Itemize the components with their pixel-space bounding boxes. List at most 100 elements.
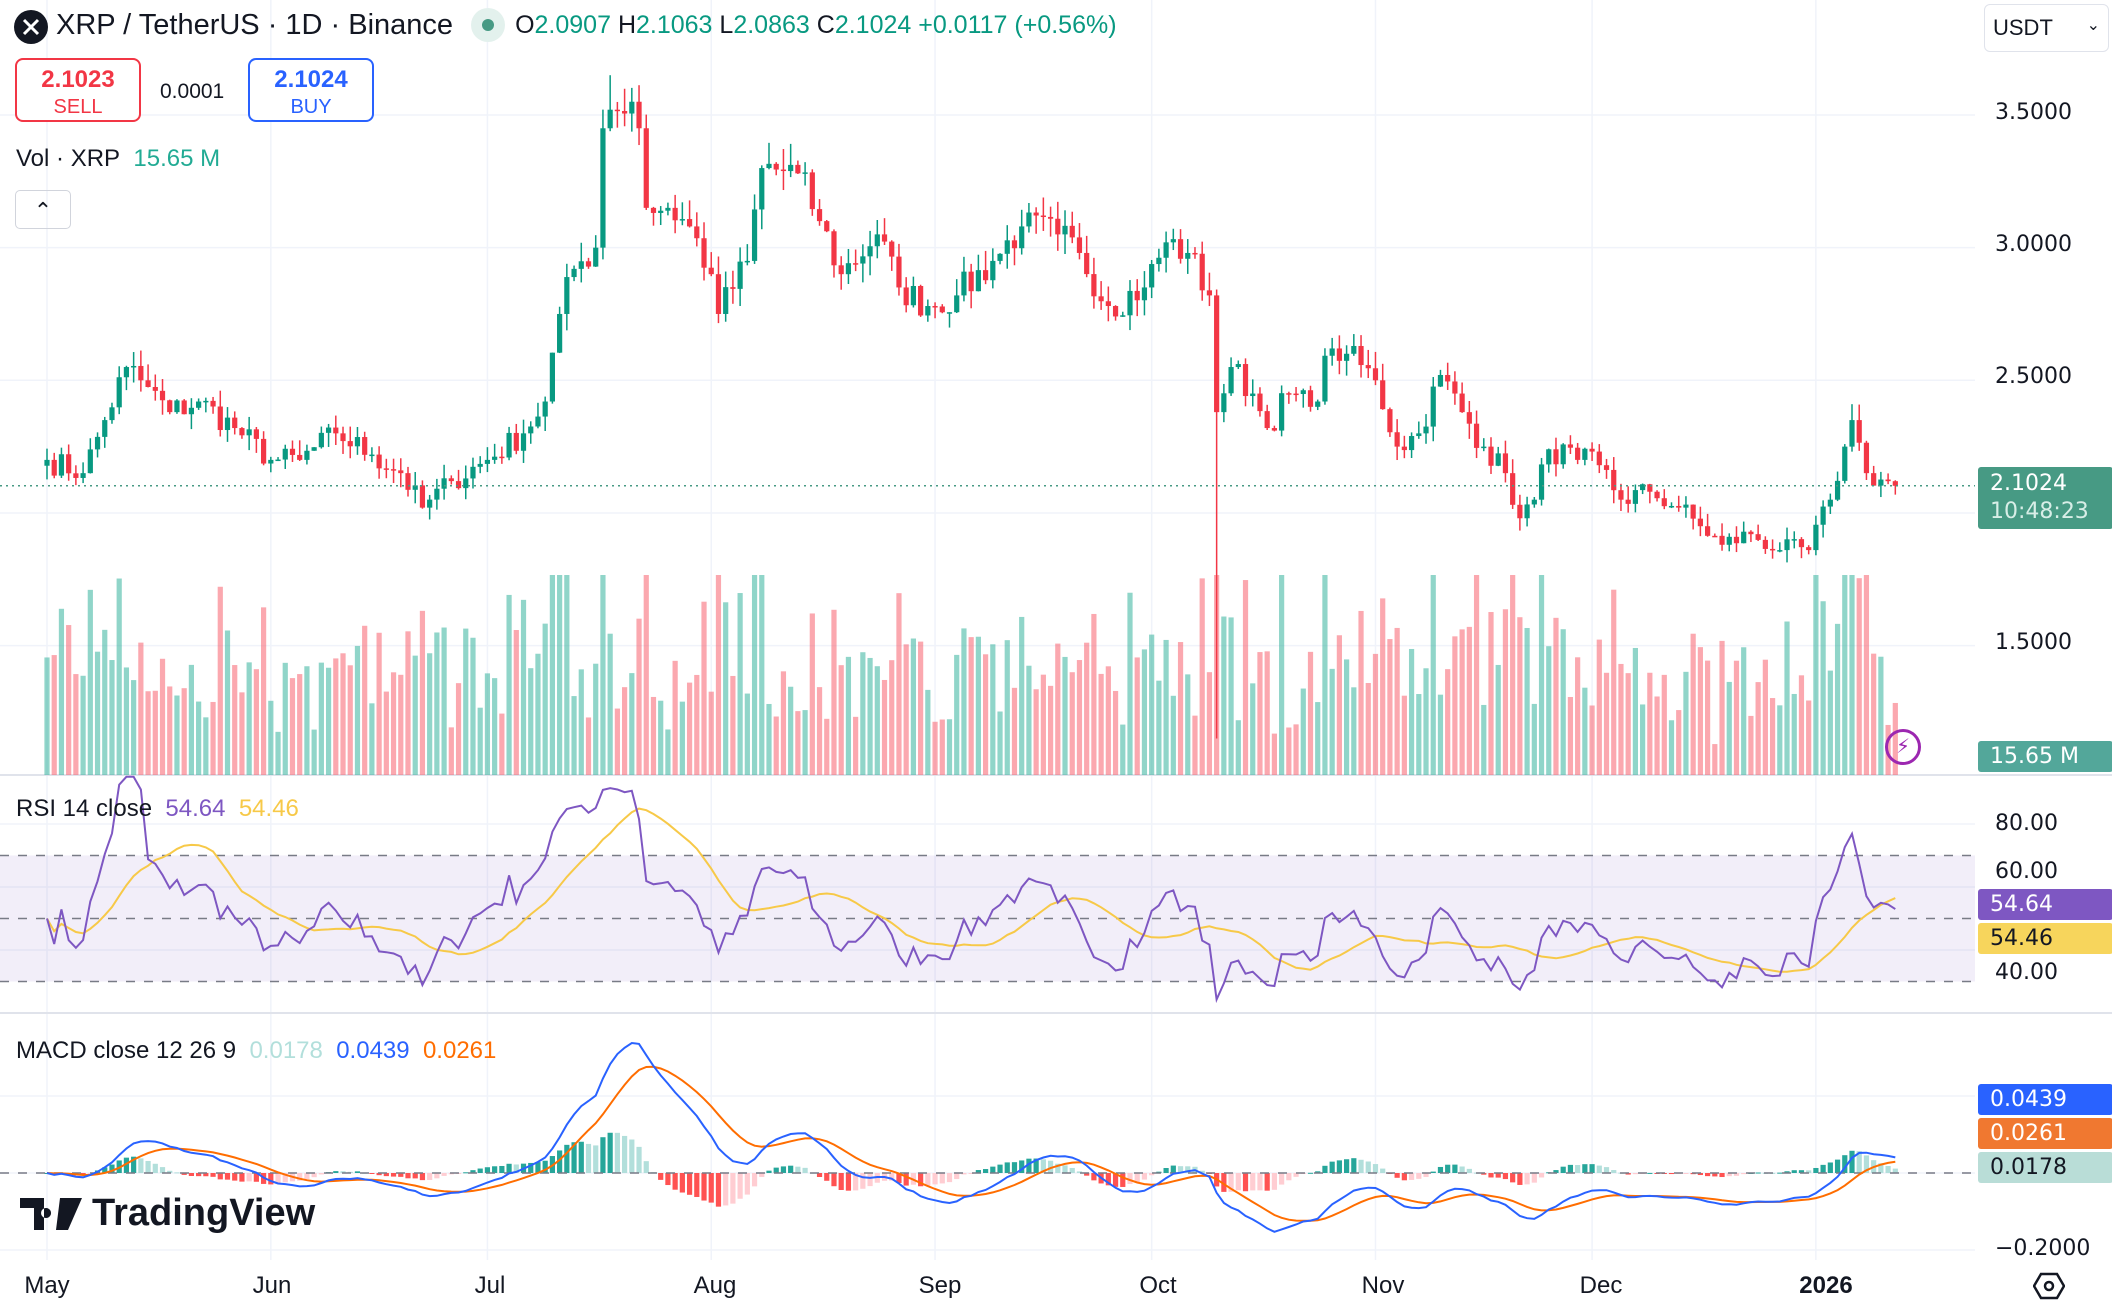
volume-bar bbox=[708, 691, 714, 775]
candle-body bbox=[311, 447, 317, 451]
rsi-legend[interactable]: RSI 14 close 54.64 54.46 bbox=[16, 795, 299, 822]
candle-body bbox=[131, 365, 137, 368]
candle-body bbox=[1228, 367, 1234, 394]
candle-body bbox=[1849, 420, 1855, 447]
buy-button[interactable]: 2.1024 BUY bbox=[248, 58, 374, 122]
volume-bar bbox=[1755, 682, 1761, 775]
candle-body bbox=[1019, 226, 1025, 249]
candle-body bbox=[614, 109, 620, 112]
time-label: Jun bbox=[252, 1272, 292, 1299]
macd-histogram-bar bbox=[1741, 1173, 1747, 1175]
macd-histogram-bar bbox=[831, 1173, 837, 1187]
macd-histogram-bar bbox=[1235, 1173, 1241, 1191]
volume-bar bbox=[838, 665, 844, 775]
volume-bar bbox=[1098, 673, 1104, 775]
macd-histogram-bar bbox=[1271, 1173, 1277, 1190]
volume-bar bbox=[102, 629, 108, 775]
volume-bar bbox=[159, 658, 166, 775]
volume-bar bbox=[1690, 633, 1696, 775]
lightning-icon[interactable]: ⚡︎ bbox=[1885, 729, 1921, 765]
candle-body bbox=[1423, 426, 1429, 434]
candle-body bbox=[441, 478, 447, 489]
candle-body bbox=[831, 231, 837, 266]
volume-bar bbox=[816, 687, 823, 775]
candle-body bbox=[918, 286, 924, 316]
candle-body bbox=[1141, 287, 1148, 301]
macd-histogram-bar bbox=[1033, 1158, 1039, 1173]
candle-body bbox=[304, 450, 310, 460]
candle-body bbox=[340, 433, 346, 442]
volume-bar bbox=[1192, 715, 1198, 775]
volume-bar bbox=[1177, 642, 1184, 775]
volume-legend[interactable]: Vol · XRP 15.65 M bbox=[16, 145, 221, 172]
macd-histogram-bar bbox=[1683, 1173, 1689, 1174]
volume-bar bbox=[715, 575, 722, 775]
candle-body bbox=[1538, 464, 1545, 500]
macd-histogram-bar bbox=[1589, 1164, 1595, 1173]
candle-body bbox=[427, 499, 433, 508]
macd-histogram-bar bbox=[838, 1173, 844, 1190]
candle-body bbox=[1033, 212, 1039, 216]
macd-histogram-bar bbox=[1806, 1170, 1812, 1173]
macd-histogram-bar bbox=[1459, 1166, 1465, 1173]
macd-histogram-bar bbox=[1849, 1150, 1855, 1173]
candle-body bbox=[975, 270, 981, 292]
macd-histogram-bar bbox=[816, 1173, 823, 1177]
volume-bar bbox=[1185, 674, 1191, 775]
macd-histogram-bar bbox=[759, 1173, 765, 1177]
volume-bar bbox=[1293, 724, 1299, 775]
candle-body bbox=[759, 168, 765, 210]
volume-bar bbox=[1264, 651, 1270, 775]
macd-histogram-bar bbox=[997, 1164, 1003, 1173]
volume-bar bbox=[1076, 660, 1083, 775]
sell-button[interactable]: 2.1023 SELL bbox=[15, 58, 141, 122]
volume-bar bbox=[66, 625, 72, 775]
macd-histogram-bar bbox=[304, 1173, 310, 1179]
macd-histogram-bar bbox=[1842, 1155, 1848, 1173]
candle-body bbox=[1878, 479, 1884, 486]
symbol-title[interactable]: XRP / TetherUS · 1D · Binance bbox=[56, 8, 454, 41]
macd-legend[interactable]: MACD close 12 26 9 0.0178 0.0439 0.0261 bbox=[16, 1037, 497, 1064]
candle-body bbox=[1011, 240, 1018, 249]
volume-bar bbox=[585, 717, 592, 775]
candle-body bbox=[1668, 505, 1675, 508]
sell-label: SELL bbox=[53, 96, 103, 118]
candle-body bbox=[1560, 444, 1566, 465]
candle-body bbox=[1820, 506, 1826, 525]
volume-bar bbox=[946, 719, 953, 775]
macd-histogram-bar bbox=[1733, 1173, 1740, 1176]
macd-histogram-bar bbox=[564, 1144, 570, 1173]
volume-bar bbox=[737, 593, 743, 775]
macd-histogram-bar bbox=[1502, 1173, 1509, 1180]
histogram-tag: 0.0178 bbox=[1978, 1152, 2112, 1183]
volume-bar bbox=[1423, 668, 1429, 775]
macd-histogram-bar bbox=[1827, 1162, 1833, 1173]
volume-bar bbox=[867, 657, 873, 775]
volume-bar bbox=[1430, 575, 1436, 775]
macd-histogram-bar bbox=[297, 1173, 303, 1181]
volume-bar bbox=[1481, 704, 1487, 775]
rsi-line bbox=[46, 775, 1896, 1004]
last-price-tag: 2.1024 10:48:23 bbox=[1978, 467, 2112, 529]
volume-bar bbox=[1726, 681, 1732, 775]
currency-select[interactable]: USDT ⌄ bbox=[1984, 4, 2109, 52]
symbol-header: XRP / TetherUS · 1D · Binance O2.0907 H2… bbox=[56, 8, 1117, 42]
macd-histogram-bar bbox=[918, 1173, 924, 1187]
volume-bar bbox=[1445, 669, 1451, 775]
market-status-icon[interactable] bbox=[471, 8, 506, 42]
volume-bar bbox=[246, 662, 252, 775]
macd-histogram-bar bbox=[607, 1132, 613, 1173]
settings-icon[interactable] bbox=[2032, 1272, 2066, 1300]
volume-bar bbox=[390, 672, 397, 775]
macd-histogram-bar bbox=[477, 1168, 483, 1173]
candle-body bbox=[701, 238, 707, 268]
volume-bar bbox=[1668, 720, 1675, 775]
macd-histogram-bar bbox=[311, 1173, 317, 1178]
volume-bar bbox=[1040, 674, 1046, 775]
macd-histogram-bar bbox=[427, 1173, 433, 1180]
candle-body bbox=[744, 260, 750, 263]
macd-histogram-bar bbox=[1719, 1173, 1725, 1178]
collapse-legend-button[interactable]: ⌃ bbox=[15, 190, 71, 229]
tradingview-logo[interactable]: TradingView bbox=[20, 1192, 315, 1235]
